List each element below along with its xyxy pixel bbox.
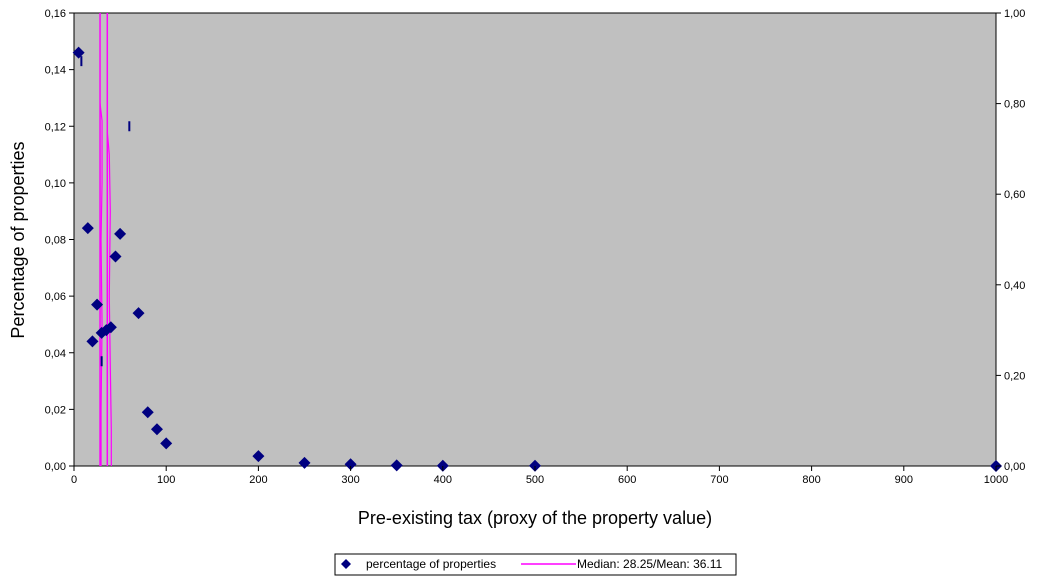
data-point: [114, 227, 127, 240]
data-points: [72, 46, 1002, 472]
data-point: [436, 459, 449, 472]
y-tick-label: 0,04: [45, 348, 66, 360]
median-mean-lines: [99, 13, 112, 466]
data-point: [160, 437, 173, 450]
plot-area: [73, 12, 997, 467]
x-tick-label: 200: [249, 474, 267, 486]
y-axis-ticks: 0,00 0,02 0,04 0,06 0,08 0,10 0,12 0,14 0,16: [45, 8, 74, 473]
y-tick-label: 0,10: [45, 178, 66, 190]
data-point: [91, 298, 104, 311]
legend: percentage of properties Median: 28.25/M…: [334, 553, 737, 576]
x-tick-label: 0: [71, 474, 77, 486]
x-tick-label: 700: [710, 474, 728, 486]
x-axis-title: Pre-existing tax (proxy of the property …: [358, 508, 712, 528]
data-point: [72, 46, 85, 59]
y2-tick-label: 0,60: [1004, 189, 1025, 201]
small-marks: [80, 56, 131, 367]
y-tick-label: 0,02: [45, 404, 66, 416]
data-point: [109, 250, 122, 263]
data-point: [86, 335, 99, 348]
y-tick-label: 0,06: [45, 291, 66, 303]
y-axis-title: Percentage of properties: [8, 141, 28, 338]
data-point: [104, 321, 117, 334]
x-tick-label: 900: [895, 474, 913, 486]
x-axis-ticks: 0 100 200 300 400 500 600 700 800 900 1000: [71, 466, 1008, 486]
y2-tick-label: 1,00: [1004, 8, 1025, 20]
x-tick-label: 300: [341, 474, 359, 486]
y2-tick-label: 0,00: [1004, 461, 1025, 473]
y-tick-label: 0,00: [45, 461, 66, 473]
y2-axis-ticks: 0,00 0,20 0,40 0,60 0,80 1,00: [996, 8, 1025, 473]
x-tick-label: 500: [526, 474, 544, 486]
data-point: [132, 307, 145, 320]
legend-diamond-icon: [341, 559, 351, 569]
y-tick-label: 0,08: [45, 235, 66, 247]
x-tick-label: 100: [157, 474, 175, 486]
mean-curve: [106, 131, 112, 466]
x-tick-label: 1000: [984, 474, 1008, 486]
y2-tick-label: 0,40: [1004, 280, 1025, 292]
x-tick-label: 400: [434, 474, 452, 486]
y-tick-label: 0,12: [45, 121, 66, 133]
x-tick-label: 800: [802, 474, 820, 486]
y2-tick-label: 0,20: [1004, 370, 1025, 382]
y-tick-label: 0,14: [45, 65, 66, 77]
data-point: [529, 459, 541, 472]
median-curve: [99, 103, 103, 466]
y-tick-label: 0,16: [45, 8, 66, 20]
legend-label-series-1: percentage of properties: [366, 557, 496, 571]
data-point: [344, 458, 357, 471]
x-tick-label: 600: [618, 474, 636, 486]
y2-tick-label: 0,80: [1004, 99, 1025, 111]
legend-label-series-2: Median: 28.25/Mean: 36.11: [577, 557, 723, 571]
data-point: [141, 406, 154, 419]
data-point: [81, 222, 94, 235]
data-point: [298, 456, 311, 469]
data-point: [252, 450, 265, 463]
data-point: [390, 459, 403, 472]
data-point: [150, 423, 163, 436]
